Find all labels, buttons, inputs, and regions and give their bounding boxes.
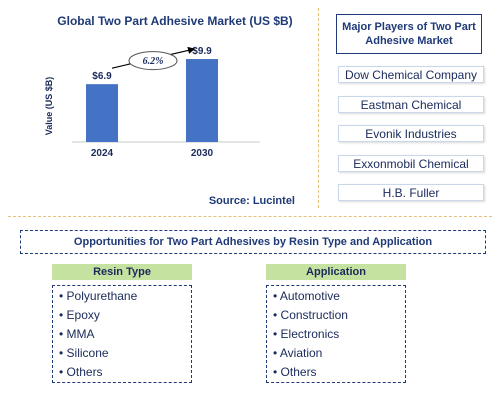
y-axis-label: Value (US $B) — [44, 77, 54, 136]
cagr-ellipse — [128, 51, 178, 71]
list-item: • Aviation — [273, 346, 323, 360]
source-note: Source: Lucintel — [208, 195, 295, 207]
x-tick-label: 2030 — [191, 148, 214, 159]
data-label: $6.9 — [92, 71, 112, 82]
player-item: H.B. Fuller — [338, 184, 484, 201]
chart-title: Global Two Part Adhesive Market (US $B) — [57, 14, 293, 28]
list-item: • Electronics — [273, 327, 340, 341]
list-item: • Others — [273, 365, 317, 379]
resin-type-header: Resin Type — [52, 264, 192, 280]
bar-2024 — [86, 84, 118, 142]
list-item: • Polyurethane — [59, 289, 138, 303]
player-item: Eastman Chemical — [338, 96, 484, 113]
application-header: Application — [266, 264, 406, 280]
cagr-annotation: 6.2% — [111, 46, 196, 71]
vertical-divider — [318, 8, 319, 208]
list-item: • Silicone — [59, 346, 109, 360]
list-item: • Construction — [273, 308, 348, 322]
horizontal-divider — [8, 216, 492, 217]
data-label: $9.9 — [192, 46, 212, 57]
player-item: Dow Chemical Company — [338, 66, 484, 83]
players-title: Major Players of Two Part Adhesive Marke… — [336, 14, 482, 54]
list-item: • MMA — [59, 327, 95, 341]
cagr-label: 6.2% — [143, 56, 164, 67]
player-item: Evonik Industries — [338, 125, 484, 142]
x-tick-label: 2024 — [91, 148, 114, 159]
bar-chart: Value (US $B) $6.9 2024 $9.9 2030 6.2% — [44, 46, 260, 159]
list-item: • Others — [59, 365, 103, 379]
list-item: • Epoxy — [59, 308, 100, 322]
opportunities-title: Opportunities for Two Part Adhesives by … — [20, 230, 486, 254]
player-item: Exxonmobil Chemical — [338, 155, 484, 172]
bar-2030 — [186, 59, 218, 142]
application-list: • Automotive • Construction • Electronic… — [266, 285, 406, 383]
resin-type-list: • Polyurethane • Epoxy • MMA • Silicone … — [52, 285, 192, 383]
list-item: • Automotive — [273, 289, 340, 303]
